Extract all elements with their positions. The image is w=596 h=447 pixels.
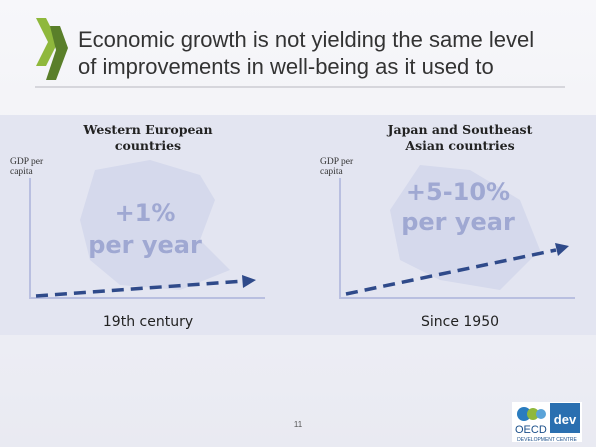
slide-title: of improvements in well-being as it used… [78, 54, 494, 79]
growth-rate: per year [401, 208, 515, 236]
logo-circle [527, 408, 539, 420]
arrow-head [242, 275, 256, 288]
logo-subtitle: DEVELOPMENT CENTRE [517, 437, 577, 443]
growth-rate: per year [88, 231, 202, 259]
trend-line [35, 279, 245, 298]
logo-chevrons [36, 18, 68, 80]
panel-title: Western European [82, 122, 212, 137]
logo-name: OECD [515, 424, 547, 436]
period-label: Since 1950 [421, 314, 499, 330]
logo-circle [536, 409, 546, 419]
map-shape [390, 165, 540, 290]
trend-line [345, 248, 557, 296]
map-shape [80, 160, 230, 290]
period-label: 19th century [103, 314, 193, 330]
oecd-logo: OECD dev DEVELOPMENT CENTRE [512, 402, 582, 443]
axis-label: capita [320, 167, 343, 177]
panel-title: Japan and Southeast [387, 122, 533, 137]
growth-rate: +5-10% [406, 178, 510, 206]
axes [29, 178, 265, 299]
axis-label: GDP per [10, 157, 44, 167]
slide-title: Economic growth is not yielding the same… [78, 27, 534, 52]
axis-label: GDP per [320, 157, 354, 167]
axis-label: capita [10, 167, 33, 177]
panel-title: countries [115, 138, 181, 153]
panel-title: Asian countries [404, 138, 514, 153]
logo-circle [517, 407, 531, 421]
growth-rate: +1% [115, 199, 176, 227]
panel-right: Japan and Southeast Asian countries GDP … [320, 122, 575, 330]
panel-left: Western European countries GDP per capit… [10, 122, 265, 330]
axes [339, 178, 575, 299]
logo-suffix: dev [554, 412, 577, 427]
page-number: 11 [294, 420, 303, 429]
logo-dev-box [550, 403, 580, 433]
arrow-head [555, 243, 569, 256]
